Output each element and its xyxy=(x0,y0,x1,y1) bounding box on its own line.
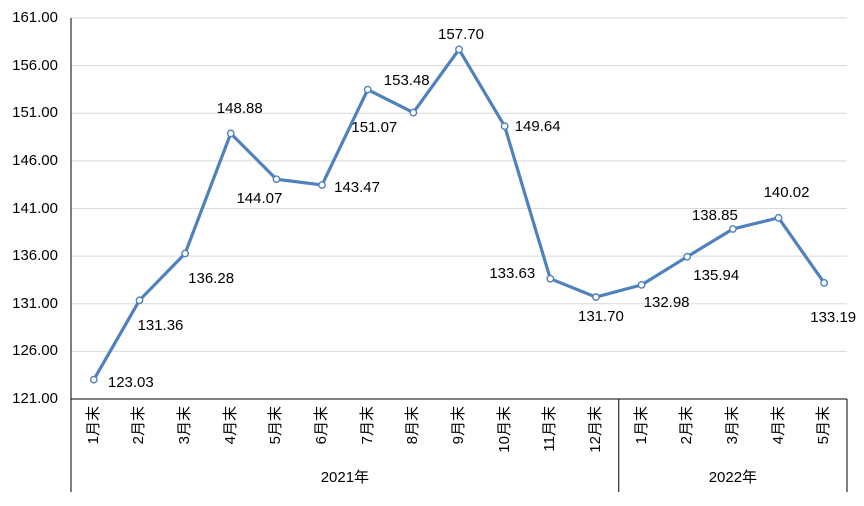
data-point-marker xyxy=(181,249,190,258)
y-tick-label: 146.00 xyxy=(12,151,58,169)
y-tick-label: 126.00 xyxy=(12,342,58,360)
x-tick-label: 5月末 xyxy=(267,406,285,445)
x-tick-label: 1月末 xyxy=(84,406,102,445)
data-point-marker xyxy=(637,280,646,289)
data-point-marker xyxy=(728,225,737,233)
x-tick-label: 8月末 xyxy=(404,406,422,445)
data-label: 133.63 xyxy=(489,264,536,282)
data-point-marker xyxy=(820,278,829,287)
data-point-marker xyxy=(683,252,692,261)
y-tick-label: 141.00 xyxy=(12,199,58,217)
data-point-marker xyxy=(592,293,600,301)
y-tick-label: 156.00 xyxy=(12,56,58,74)
data-point-marker xyxy=(546,274,555,283)
data-label: 144.07 xyxy=(236,190,283,208)
x-tick-label: 2月末 xyxy=(678,406,696,445)
y-tick-label: 136.00 xyxy=(12,247,58,265)
data-point-marker xyxy=(455,45,463,54)
x-tick-label: 1月末 xyxy=(632,406,650,445)
data-label: 132.98 xyxy=(643,293,690,311)
x-tick-label: 11月末 xyxy=(541,406,559,452)
data-label: 149.64 xyxy=(514,118,561,136)
data-point-marker xyxy=(318,181,326,189)
x-tick-label: 10月末 xyxy=(495,406,513,453)
year-group-label: 2022年 xyxy=(708,469,758,486)
y-tick-label: 161.00 xyxy=(12,9,58,26)
data-point-marker xyxy=(363,85,372,94)
x-tick-label: 6月末 xyxy=(313,406,331,445)
year-group-label: 2021年 xyxy=(320,469,370,486)
data-label: 123.03 xyxy=(107,373,154,391)
data-label: 153.48 xyxy=(383,71,430,89)
x-tick-label: 2月末 xyxy=(130,406,148,445)
y-tick-label: 151.00 xyxy=(12,104,58,122)
x-tick-label: 3月末 xyxy=(723,406,741,445)
data-label: 157.70 xyxy=(438,26,484,44)
x-tick-label: 12月末 xyxy=(586,406,604,453)
data-label: 136.28 xyxy=(188,270,235,288)
x-tick-label: 9月末 xyxy=(450,406,467,445)
data-label: 143.47 xyxy=(334,178,380,196)
data-point-marker xyxy=(774,213,783,222)
data-label: 133.19 xyxy=(810,308,857,326)
y-tick-label: 131.00 xyxy=(12,294,58,312)
x-tick-label: 5月末 xyxy=(815,406,833,445)
data-point-marker xyxy=(409,108,418,117)
data-label: 138.85 xyxy=(691,206,738,224)
data-point-marker xyxy=(272,175,281,184)
data-label: 131.36 xyxy=(137,317,184,335)
x-tick-label: 7月末 xyxy=(358,406,376,445)
y-tick-label: 121.00 xyxy=(12,390,58,407)
data-label: 135.94 xyxy=(693,266,740,284)
data-label: 140.02 xyxy=(763,183,810,201)
data-point-marker xyxy=(226,129,235,138)
data-label: 131.70 xyxy=(577,308,624,326)
x-tick-label: 4月末 xyxy=(221,406,239,445)
x-tick-label: 4月末 xyxy=(769,406,787,445)
data-point-marker xyxy=(500,122,509,131)
x-tick-label: 3月末 xyxy=(176,406,194,445)
data-point-marker xyxy=(89,375,98,384)
data-label: 151.07 xyxy=(351,118,398,136)
data-label: 148.88 xyxy=(216,100,263,118)
data-point-marker xyxy=(135,296,144,305)
